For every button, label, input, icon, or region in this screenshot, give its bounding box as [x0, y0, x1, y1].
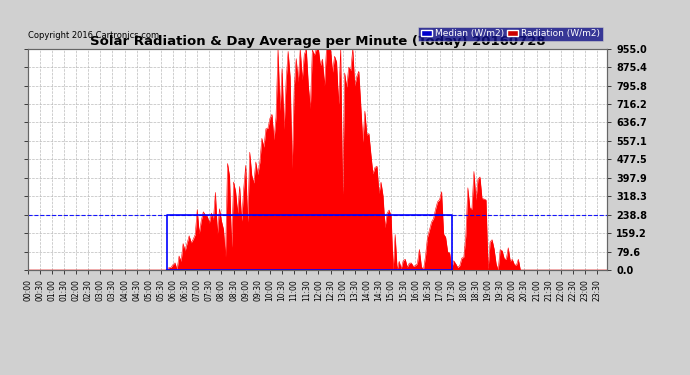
Legend: Median (W/m2), Radiation (W/m2): Median (W/m2), Radiation (W/m2) [418, 27, 602, 41]
Title: Solar Radiation & Day Average per Minute (Today) 20160728: Solar Radiation & Day Average per Minute… [90, 34, 545, 48]
Text: Copyright 2016 Cartronics.com: Copyright 2016 Cartronics.com [28, 31, 159, 40]
